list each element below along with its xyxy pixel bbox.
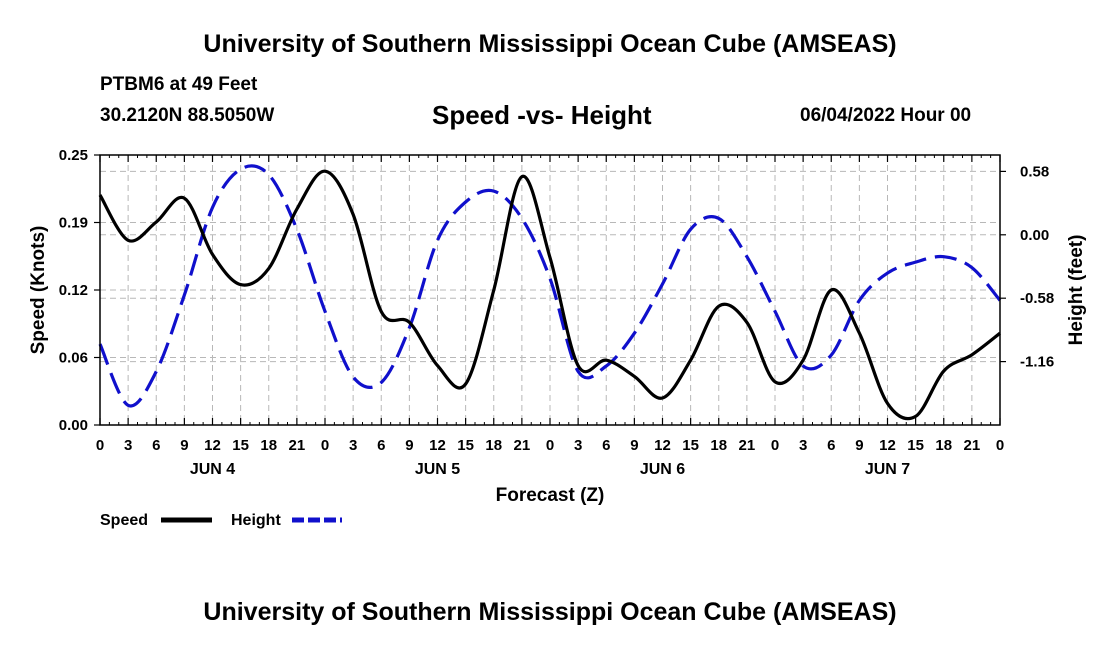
legend-label-height: Height <box>231 512 281 529</box>
footer-title: University of Southern Mississippi Ocean… <box>203 598 897 626</box>
x-tick-label: 6 <box>827 437 835 454</box>
x-axis-label: Forecast (Z) <box>496 485 605 506</box>
y-right-tick-label: -0.58 <box>1020 290 1054 307</box>
grid-layer <box>100 155 1000 425</box>
y-left-tick-label: 0.06 <box>59 350 88 367</box>
y-left-tick-label: 0.19 <box>59 215 88 232</box>
x-tick-label: 21 <box>514 437 531 454</box>
station-coordinates: 30.2120N 88.5050W <box>100 105 275 126</box>
x-tick-label: 9 <box>630 437 638 454</box>
series-layer <box>98 164 1002 421</box>
x-tick-label: 15 <box>232 437 249 454</box>
x-tick-label: 3 <box>124 437 132 454</box>
x-tick-label: 6 <box>602 437 610 454</box>
x-tick-label: 18 <box>935 437 952 454</box>
x-tick-label: 3 <box>799 437 807 454</box>
x-tick-label: 6 <box>377 437 385 454</box>
y-right-tick-label: 0.00 <box>1020 227 1049 244</box>
y-right-tick-label: -1.16 <box>1020 354 1054 371</box>
y-axis-right-label: Height (feet) <box>1066 235 1087 346</box>
x-tick-label: 0 <box>546 437 554 454</box>
page-title: University of Southern Mississippi Ocean… <box>203 30 897 58</box>
x-tick-label: 9 <box>405 437 413 454</box>
x-tick-label: 0 <box>321 437 329 454</box>
x-tick-label: 0 <box>96 437 104 454</box>
x-tick-label: 12 <box>429 437 446 454</box>
x-tick-label: 12 <box>204 437 221 454</box>
y-left-tick-label: 0.12 <box>59 282 88 299</box>
x-tick-label: 18 <box>710 437 727 454</box>
x-tick-label: 21 <box>964 437 981 454</box>
x-day-label: JUN 4 <box>190 461 235 478</box>
legend: Speed Height <box>100 512 342 529</box>
x-tick-label: 9 <box>180 437 188 454</box>
series-speed-line <box>98 169 1001 421</box>
x-tick-label: 12 <box>654 437 671 454</box>
x-tick-label: 18 <box>260 437 277 454</box>
x-day-label: JUN 5 <box>415 461 460 478</box>
legend-label-speed: Speed <box>100 512 148 529</box>
x-tick-label: 3 <box>349 437 357 454</box>
x-tick-label: 0 <box>996 437 1004 454</box>
tick-layer <box>94 154 1006 426</box>
series-height-line <box>98 164 1002 408</box>
x-day-label: JUN 7 <box>865 461 910 478</box>
x-tick-label: 6 <box>152 437 160 454</box>
x-tick-label: 9 <box>855 437 863 454</box>
station-label: PTBM6 at 49 Feet <box>100 74 258 95</box>
label-layer: 0 3 6 9 12 15 18 21 0 3 6 9 12 15 18 21 0 3 6 9 12 15 18 21 0 3 6 9… <box>59 147 1054 478</box>
y-left-tick-label: 0.00 <box>59 417 88 434</box>
x-tick-label: 21 <box>739 437 756 454</box>
x-tick-label: 15 <box>682 437 699 454</box>
x-day-label: JUN 6 <box>640 461 685 478</box>
x-tick-label: 21 <box>289 437 306 454</box>
x-tick-label: 12 <box>879 437 896 454</box>
x-tick-label: 15 <box>907 437 924 454</box>
x-tick-label: 18 <box>485 437 502 454</box>
y-axis-left-label: Speed (Knots) <box>28 226 49 355</box>
x-tick-label: 3 <box>574 437 582 454</box>
x-tick-label: 0 <box>771 437 779 454</box>
y-left-tick-label: 0.25 <box>59 147 88 164</box>
forecast-date-hour: 06/04/2022 Hour 00 <box>800 105 972 126</box>
y-right-tick-label: 0.58 <box>1020 163 1049 180</box>
x-tick-label: 15 <box>457 437 474 454</box>
chart-title: Speed -vs- Height <box>432 100 652 130</box>
